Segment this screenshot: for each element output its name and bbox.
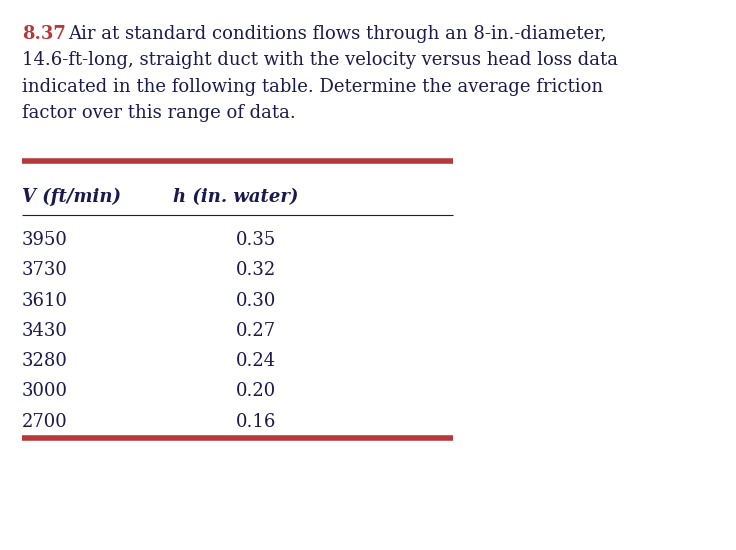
Text: 0.24: 0.24 [236, 352, 276, 370]
Text: 0.27: 0.27 [236, 322, 276, 340]
Text: V (ft/min): V (ft/min) [22, 188, 121, 206]
Text: 14.6-ft-long, straight duct with the velocity versus head loss data: 14.6-ft-long, straight duct with the vel… [22, 51, 618, 69]
Text: 3000: 3000 [22, 382, 68, 400]
Text: 0.20: 0.20 [236, 382, 276, 400]
Text: factor over this range of data.: factor over this range of data. [22, 104, 296, 122]
Text: indicated in the following table. Determine the average friction: indicated in the following table. Determ… [22, 78, 604, 96]
Text: 3610: 3610 [22, 292, 68, 310]
Text: 0.32: 0.32 [236, 261, 276, 279]
Text: h (in. water): h (in. water) [173, 188, 298, 206]
Text: 3950: 3950 [22, 231, 68, 249]
Text: Air at standard conditions flows through an 8-in.-diameter,: Air at standard conditions flows through… [68, 25, 606, 43]
Text: 3280: 3280 [22, 352, 68, 370]
Text: 2700: 2700 [22, 412, 68, 431]
Text: 0.35: 0.35 [236, 231, 276, 249]
Text: 0.16: 0.16 [236, 412, 276, 431]
Text: 3430: 3430 [22, 322, 68, 340]
Text: 8.37: 8.37 [22, 25, 66, 43]
Text: 0.30: 0.30 [236, 292, 276, 310]
Text: 3730: 3730 [22, 261, 68, 279]
